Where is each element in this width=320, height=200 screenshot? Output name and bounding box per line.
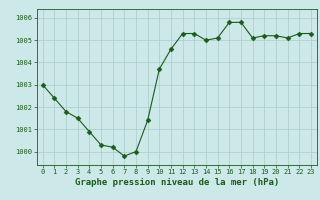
X-axis label: Graphe pression niveau de la mer (hPa): Graphe pression niveau de la mer (hPa) bbox=[75, 178, 279, 187]
